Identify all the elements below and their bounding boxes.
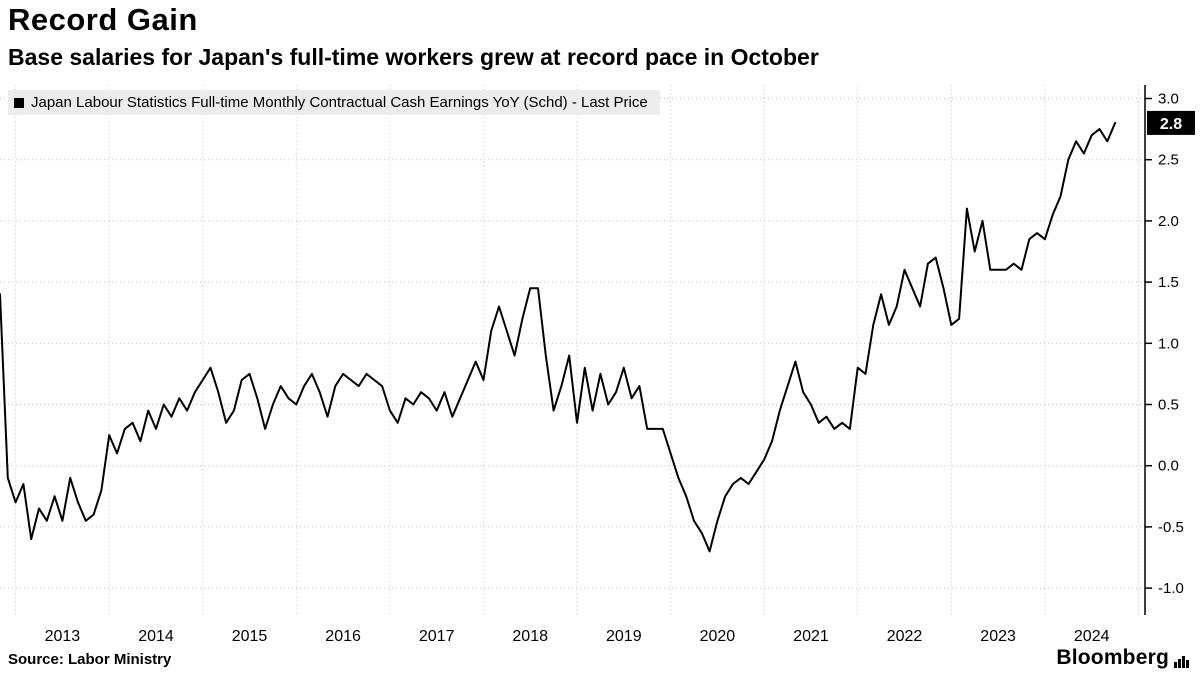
gridlines	[0, 85, 1145, 615]
y-tick-label: -1.0	[1158, 580, 1184, 597]
y-axis	[1144, 85, 1152, 615]
chart-legend: Japan Labour Statistics Full-time Monthl…	[8, 90, 660, 115]
page-title: Record Gain	[8, 2, 198, 37]
x-tick-label: 2020	[700, 628, 736, 645]
bloomberg-wordmark: Bloomberg	[1056, 646, 1169, 669]
x-tick-label: 2022	[887, 628, 923, 645]
x-tick-label: 2016	[325, 628, 361, 645]
legend-square-icon	[14, 97, 24, 108]
x-tick-label: 2013	[45, 628, 81, 645]
y-tick-label: 2.5	[1158, 152, 1179, 169]
y-tick-label: 2.0	[1158, 213, 1179, 230]
last-price-badge	[1147, 110, 1195, 135]
y-tick-label: 1.5	[1158, 274, 1179, 291]
x-tick-label: 2021	[793, 628, 829, 645]
y-tick-label: 0.5	[1158, 397, 1179, 414]
x-tick-label: 2017	[419, 628, 455, 645]
bar-chart-icon	[1174, 656, 1189, 668]
x-axis-labels: 2013 2014 2015 2016 2017 2018 2019 2020 2021 2022…	[45, 628, 1110, 645]
x-tick-label: 2023	[980, 628, 1016, 645]
price-line	[0, 121, 1117, 553]
y-tick-label: -0.5	[1158, 519, 1184, 536]
source-note: Source: Labor Ministry	[8, 651, 172, 668]
y-tick-label: 0.0	[1158, 458, 1179, 475]
y-tick-label: 3.0	[1158, 91, 1179, 108]
legend-label: Japan Labour Statistics Full-time Monthl…	[31, 94, 648, 111]
y-axis-labels: 3.0 2.5 2.0 1.5 1.0 0.5 0.0 -0.5 -1.0	[1158, 91, 1184, 598]
x-tick-label: 2014	[138, 628, 174, 645]
bloomberg-logo: Bloomberg	[1056, 646, 1190, 670]
x-tick-label: 2019	[606, 628, 642, 645]
chart-subtitle: Base salaries for Japan's full-time work…	[8, 44, 819, 70]
x-tick-label: 2015	[232, 628, 268, 645]
x-tick-label: 2018	[512, 628, 548, 645]
x-tick-label: 2024	[1074, 628, 1110, 645]
y-tick-label: 1.0	[1158, 335, 1179, 352]
last-price-label: 2.8	[1160, 116, 1182, 133]
